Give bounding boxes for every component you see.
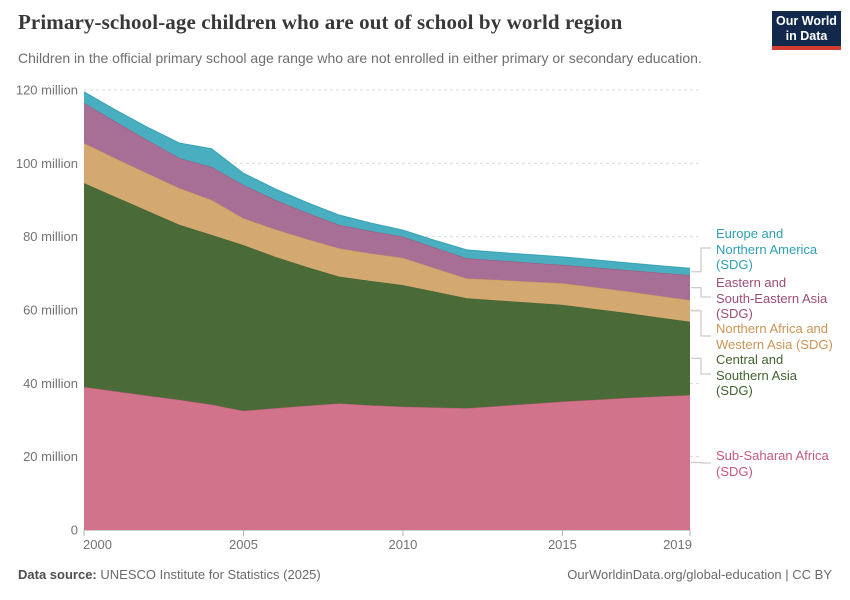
legend-connector (691, 286, 711, 298)
legend-item-sub-saharan-africa-sdg-[interactable]: Sub-Saharan Africa (SDG) (716, 448, 848, 479)
legend-item-label-line: Central and (716, 352, 784, 367)
owid-logo-line1: Our World (776, 13, 837, 28)
legend-item-label-line: Western Asia (SDG) (716, 336, 833, 352)
legend-connector (691, 310, 711, 337)
page-subtitle: Children in the official primary school … (18, 50, 702, 66)
legend-connector (691, 247, 711, 273)
legend-item-label-line: Northern America (716, 241, 818, 257)
legend-item-label-line: (SDG) (716, 257, 753, 272)
y-axis-tick-label: 80 million (23, 229, 78, 244)
area-top-line (83, 91, 691, 269)
legend-item-northern-africa-and-western-asia-sdg-[interactable]: Northern Africa and Western Asia (SDG) (716, 321, 848, 352)
legend-connector (691, 461, 711, 464)
x-axis-tick-label: 2000 (83, 537, 112, 552)
legend-item-label-line: Sub-Saharan Africa (716, 448, 829, 463)
x-axis-tick-label: 2005 (229, 537, 258, 552)
area-central-and-southern-asia-sdg- (84, 183, 690, 411)
legend-item-label-line: Europe and (716, 226, 784, 241)
owid-logo: Our World in Data (772, 11, 841, 50)
legend-item-label-line: Northern Africa and (716, 321, 829, 336)
y-axis-tick-label: 120 million (16, 83, 78, 98)
legend-item-label-line: Southern Asia (716, 367, 797, 383)
area-sub-saharan-africa-sdg- (84, 387, 690, 530)
y-axis-tick-label: 40 million (23, 376, 78, 391)
legend-item-europe-and-northern-america-sdg-[interactable]: Europe and Northern America (SDG) (716, 226, 848, 273)
owid-url[interactable]: OurWorldinData.org/global-education | CC… (567, 567, 832, 582)
area-northern-africa-and-western-asia-sdg- (84, 143, 690, 322)
x-axis-tick-label: 2019 (663, 537, 692, 552)
legend-item-eastern-and-south-eastern-asia-sdg-[interactable]: Eastern and South-Eastern Asia (SDG) (716, 275, 848, 322)
y-axis-tick-label: 100 million (16, 156, 78, 171)
x-axis-tick-label: 2015 (548, 537, 577, 552)
legend-item-label-line: Eastern and (716, 275, 787, 290)
stacked-area-chart: 0 20 million 40 million 60 million 80 millio… (16, 83, 711, 552)
data-source-label: Data source: (18, 567, 97, 582)
legend-item-central-and-southern-asia-sdg-[interactable]: Central and Southern Asia (SDG) (716, 352, 848, 399)
legend-item-label-line: (SDG) (716, 383, 753, 398)
chart-legend: Europe and Northern America (SDG) Eastern a… (716, 226, 848, 479)
legend-item-label-line: (SDG) (716, 463, 753, 479)
y-axis-tick-label: 0 (71, 523, 78, 538)
legend-connector (691, 357, 711, 375)
x-axis-tick-label: 2010 (388, 537, 417, 552)
legend-item-label-line: South-Eastern Asia (716, 290, 828, 306)
chart-footer: Data source: UNESCO Institute for Statis… (18, 567, 832, 582)
area-eastern-and-south-eastern-asia-sdg- (84, 102, 690, 301)
legend-item-label-line: (SDG) (716, 306, 753, 321)
data-source: Data source: UNESCO Institute for Statis… (18, 567, 321, 582)
owid-logo-line2: in Data (785, 28, 828, 43)
page-title: Primary-school-age children who are out … (18, 10, 623, 34)
data-source-text: UNESCO Institute for Statistics (2025) (100, 567, 321, 582)
y-axis-tick-label: 60 million (23, 303, 78, 318)
y-axis-tick-label: 20 million (23, 449, 78, 464)
